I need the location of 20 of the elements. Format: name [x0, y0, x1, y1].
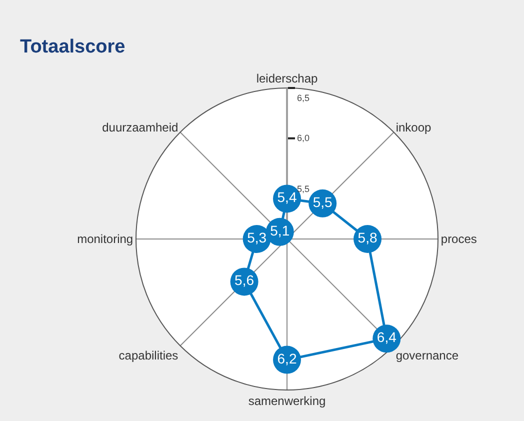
y-tick-label: 6,0	[297, 133, 310, 143]
chart-title: Totaalscore	[20, 36, 126, 58]
spoke-label: proces	[440, 232, 477, 246]
data-label: 6,4	[376, 329, 397, 346]
spoke-label: capabilities	[118, 348, 178, 362]
y-tick-label: 5,5	[297, 184, 310, 194]
data-label: 5,3	[247, 230, 267, 246]
spoke-label: duurzaamheid	[102, 120, 178, 134]
data-label: 6,2	[277, 350, 297, 366]
spoke-label: inkoop	[396, 120, 432, 134]
data-label: 5,4	[277, 189, 297, 206]
data-label: 5,6	[234, 272, 254, 288]
data-label: 5,5	[312, 194, 333, 210]
spoke-label: monitoring	[77, 232, 134, 246]
y-tick-label: 6,5	[297, 93, 310, 103]
data-label: 5,8	[358, 230, 378, 246]
spoke-label: leiderschap	[256, 72, 318, 86]
spoke-label: governance	[396, 348, 459, 362]
data-label: 5,1	[270, 222, 290, 238]
spoke-label: samenwerking	[248, 394, 326, 408]
